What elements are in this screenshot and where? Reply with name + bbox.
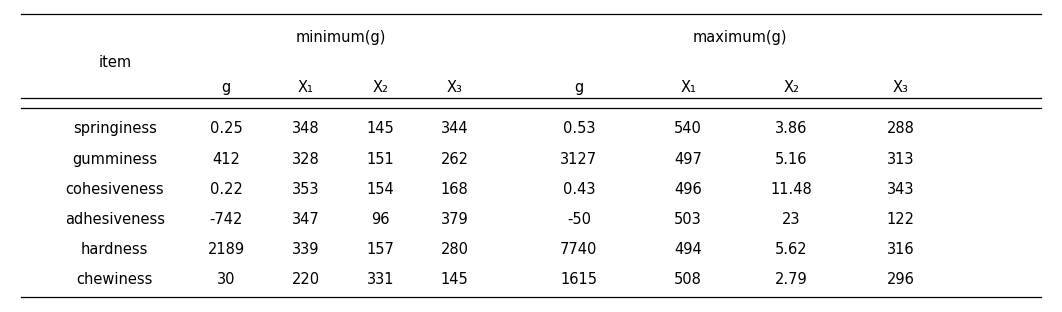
- Text: X₁: X₁: [298, 80, 313, 95]
- Text: maximum(g): maximum(g): [692, 30, 787, 45]
- Text: minimum(g): minimum(g): [295, 30, 386, 45]
- Text: 0.25: 0.25: [210, 121, 242, 136]
- Text: hardness: hardness: [81, 242, 149, 257]
- Text: 339: 339: [292, 242, 320, 257]
- Text: 280: 280: [441, 242, 468, 257]
- Text: 353: 353: [292, 182, 320, 197]
- Text: 497: 497: [674, 152, 702, 167]
- Text: 328: 328: [292, 152, 320, 167]
- Text: gumminess: gumminess: [72, 152, 157, 167]
- Text: 2189: 2189: [208, 242, 244, 257]
- Text: 157: 157: [366, 242, 394, 257]
- Text: 220: 220: [292, 272, 320, 287]
- Text: 154: 154: [366, 182, 394, 197]
- Text: -50: -50: [567, 212, 590, 227]
- Text: 288: 288: [887, 121, 914, 136]
- Text: 0.22: 0.22: [210, 182, 242, 197]
- Text: 262: 262: [441, 152, 468, 167]
- Text: chewiness: chewiness: [76, 272, 153, 287]
- Text: 2.79: 2.79: [775, 272, 807, 287]
- Text: 3127: 3127: [561, 152, 597, 167]
- Text: 151: 151: [366, 152, 394, 167]
- Text: 0.43: 0.43: [563, 182, 595, 197]
- Text: 496: 496: [674, 182, 702, 197]
- Text: 1615: 1615: [561, 272, 597, 287]
- Text: 7740: 7740: [560, 242, 598, 257]
- Text: 145: 145: [366, 121, 394, 136]
- Text: 540: 540: [674, 121, 702, 136]
- Text: springiness: springiness: [73, 121, 156, 136]
- Text: X₂: X₂: [783, 80, 800, 95]
- Text: g: g: [222, 80, 230, 95]
- Text: 11.48: 11.48: [770, 182, 812, 197]
- Text: cohesiveness: cohesiveness: [66, 182, 164, 197]
- Text: 503: 503: [674, 212, 702, 227]
- Text: 23: 23: [782, 212, 801, 227]
- Text: 313: 313: [887, 152, 914, 167]
- Text: 5.62: 5.62: [775, 242, 807, 257]
- Text: 379: 379: [441, 212, 468, 227]
- Text: X₁: X₁: [681, 80, 696, 95]
- Text: 343: 343: [887, 182, 914, 197]
- Text: 168: 168: [441, 182, 468, 197]
- Text: 316: 316: [887, 242, 914, 257]
- Text: 30: 30: [217, 272, 236, 287]
- Text: 145: 145: [441, 272, 468, 287]
- Text: 0.53: 0.53: [563, 121, 595, 136]
- Text: item: item: [98, 55, 132, 70]
- Text: X₃: X₃: [447, 80, 462, 95]
- Text: 412: 412: [212, 152, 240, 167]
- Text: 508: 508: [674, 272, 702, 287]
- Text: 348: 348: [292, 121, 320, 136]
- Text: 494: 494: [674, 242, 702, 257]
- Text: 296: 296: [887, 272, 914, 287]
- Text: g: g: [575, 80, 583, 95]
- Text: 122: 122: [887, 212, 914, 227]
- Text: 5.16: 5.16: [775, 152, 807, 167]
- Text: 96: 96: [371, 212, 390, 227]
- Text: -742: -742: [209, 212, 243, 227]
- Text: 3.86: 3.86: [775, 121, 807, 136]
- Text: X₃: X₃: [893, 80, 908, 95]
- Text: 331: 331: [366, 272, 394, 287]
- Text: 347: 347: [292, 212, 320, 227]
- Text: X₂: X₂: [372, 80, 389, 95]
- Text: adhesiveness: adhesiveness: [65, 212, 165, 227]
- Text: 344: 344: [441, 121, 468, 136]
